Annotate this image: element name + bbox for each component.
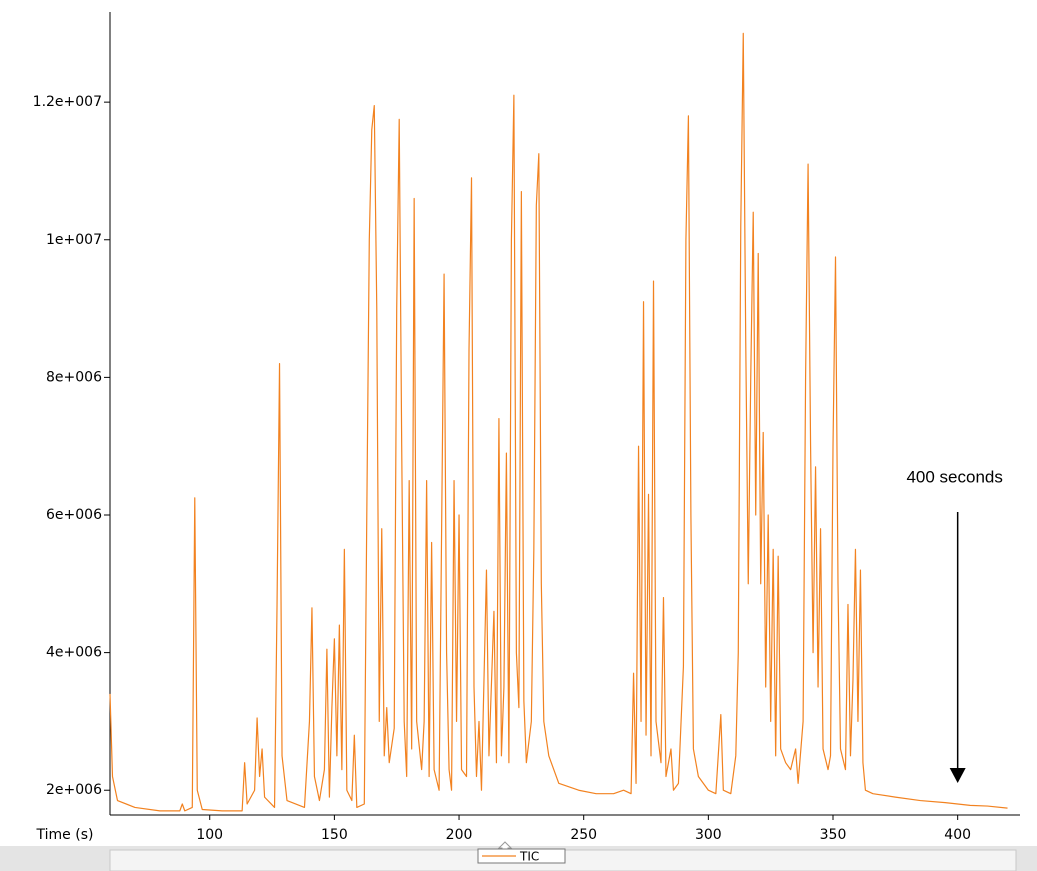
x-axis-label: Time (s): [36, 827, 94, 843]
y-tick-label: 8e+006: [46, 369, 102, 385]
y-tick-label: 2e+006: [46, 782, 102, 798]
y-tick-label: 1.2e+007: [33, 94, 102, 110]
x-tick-label: 300: [695, 827, 722, 843]
x-tick-label: 200: [446, 827, 473, 843]
legend-box: [477, 848, 566, 864]
x-tick-label: 250: [570, 827, 597, 843]
annotation-arrow-head: [949, 768, 966, 783]
y-tick-label: 6e+006: [46, 507, 102, 523]
line-series: [109, 32, 1008, 812]
x-tick-label: 400: [944, 827, 971, 843]
annotation: 400 seconds: [906, 467, 1002, 486]
x-tick-label: 350: [820, 827, 847, 843]
y-tick-label: 1e+007: [46, 232, 102, 248]
x-tick-label: 150: [321, 827, 348, 843]
legend-label: TIC: [519, 850, 539, 864]
x-tick-label: 100: [196, 827, 223, 843]
y-tick-label: 4e+006: [46, 645, 102, 661]
